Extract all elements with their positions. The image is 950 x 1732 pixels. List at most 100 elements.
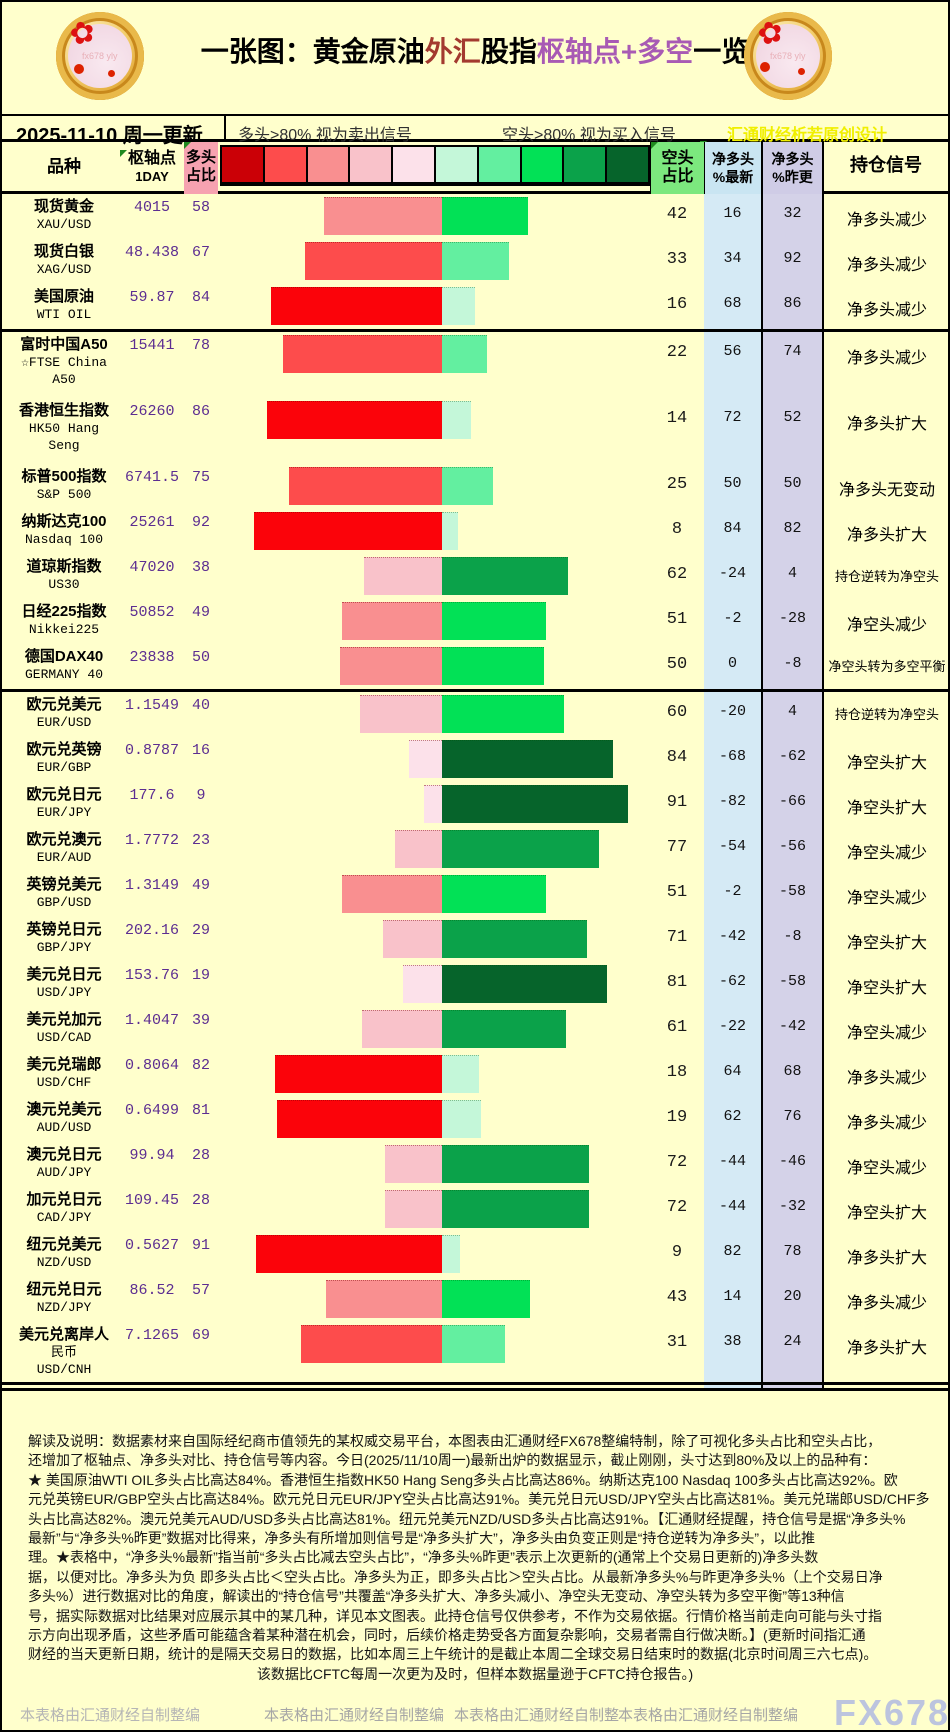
instrument-name-cell: 纽元兑日元 NZD/JPY [8, 1280, 120, 1316]
short-pct-value: 8 [671, 520, 683, 539]
instrument-name-cn: 澳元兑美元 [26, 1101, 102, 1118]
long-short-bar [220, 197, 650, 235]
instrument-name-cn: 道琼斯指数 [26, 558, 102, 575]
instrument-name-cell: 美元兑瑞郎 USD/CHF [8, 1055, 120, 1091]
instrument-name-cn: 欧元兑英镑 [26, 741, 102, 758]
short-pct-value: 61 [666, 1018, 688, 1037]
long-pct-value: 40 [191, 697, 210, 714]
table-row: 欧元兑美元 EUR/USD 1.1549 40 60 -20 4 持仓逆转为净空头 [2, 692, 948, 737]
net-long-latest-cell: 56 [704, 332, 761, 398]
col-header-short-pct: 空头 占比 [650, 142, 704, 194]
col-header-net-new-l2: %最新 [712, 169, 754, 185]
net-long-previous-value: -56 [778, 838, 806, 855]
net-long-latest-value: 16 [723, 205, 742, 222]
table-row: 香港恒生指数 HK50 Hang Seng 26260 86 14 72 52 净多头扩大 [2, 398, 948, 464]
net-long-latest-cell: 82 [704, 1232, 761, 1277]
coin-dot [760, 62, 770, 72]
instrument-code: USD/CNH [36, 1362, 92, 1377]
net-long-previous-cell: 82 [761, 509, 822, 554]
bottom-strip: 本表格由汇通财经自制整编 本表格由汇通财经自制整编 本表格由汇通财经自制整 本表… [2, 1692, 948, 1730]
short-bar-segment [442, 1235, 460, 1273]
instrument-name-cn: 纽元兑日元 [26, 1281, 102, 1298]
position-signal-cell: 持仓逆转为净空头 [822, 692, 948, 737]
long-bar-segment [364, 557, 442, 595]
instrument-code: Nikkei225 [28, 622, 100, 637]
instrument-name-cell: 加元兑日元 CAD/JPY [8, 1190, 120, 1226]
long-bar-segment [385, 1145, 442, 1183]
table-header: 品种 枢轴点 1DAY 多头 占比 空头 占比 净多头 %最新 净多头 %昨更 … [2, 142, 948, 194]
long-pct-value: 57 [191, 1282, 210, 1299]
long-bar-segment [360, 695, 442, 733]
net-long-latest-cell: -44 [704, 1187, 761, 1232]
long-short-bar [220, 965, 650, 1003]
instrument-name-cn: 欧元兑日元 [26, 786, 102, 803]
long-short-bar [220, 1325, 650, 1363]
short-pct-value: 31 [666, 1333, 688, 1352]
short-pct-value: 50 [666, 655, 688, 674]
pivot-value: 23838 [129, 649, 175, 666]
long-bar-segment [277, 1100, 442, 1138]
pivot-value: 1.4047 [124, 1012, 179, 1029]
explanation-line: 据，以便对比。净多头为负 即多头占比＜空头占比。净多头为正，即多头占比＞空头占比… [28, 1568, 883, 1585]
position-signal-text: 净多头扩大 [846, 1250, 927, 1267]
pivot-value: 153.76 [124, 967, 179, 984]
short-pct-value: 43 [666, 1288, 688, 1307]
table-row: 欧元兑澳元 EUR/AUD 1.7772 23 77 -54 -56 净空头减少 [2, 827, 948, 872]
instrument-name-cn: 美元兑离岸人 [18, 1326, 109, 1343]
table-row: 富时中国A50 ☆FTSE China A50 15441 78 22 56 74 净多头减少 [2, 332, 948, 398]
position-signal-text: 净空头减少 [846, 617, 927, 634]
net-long-latest-value: -20 [718, 703, 746, 720]
title-segment: 外汇 [424, 36, 481, 67]
net-long-previous-cell: 32 [761, 194, 822, 239]
net-long-previous-cell: 86 [761, 284, 822, 329]
position-signal-text: 净空头扩大 [846, 1205, 927, 1222]
net-long-previous-cell: -28 [761, 599, 822, 644]
position-signal-cell: 持仓逆转为净空头 [822, 554, 948, 599]
instrument-name-cell: 富时中国A50 ☆FTSE China A50 [8, 335, 120, 388]
long-pct-value: 29 [191, 922, 210, 939]
scale-swatch [519, 147, 563, 182]
instrument-name-cn: 德国DAX40 [24, 648, 104, 665]
net-long-previous-value: 24 [783, 1333, 802, 1350]
explanation-line: 多头%）进行数据对比的角度，解读出的“持仓信号”共覆盖“净多头扩大、净多头减小、… [28, 1588, 845, 1605]
instrument-code: USD/CHF [36, 1075, 92, 1090]
net-long-previous-value: 86 [783, 295, 802, 312]
pivot-value: 202.16 [124, 922, 179, 939]
pivot-value: 0.6499 [124, 1102, 179, 1119]
position-signal-text: 净空头扩大 [846, 755, 927, 772]
short-pct-value: 51 [666, 883, 688, 902]
pivot-value: 25261 [129, 514, 175, 531]
explanation-line: 元兑英镑EUR/GBP空头占比高达84%。欧元兑日元EUR/JPY空头占比高达9… [28, 1491, 930, 1508]
long-pct-value: 9 [196, 787, 206, 804]
position-signal-text: 净多头无变动 [838, 482, 935, 499]
net-long-latest-cell: 38 [704, 1322, 761, 1388]
long-pct-value: 69 [191, 1327, 210, 1344]
long-bar-segment [324, 197, 442, 235]
short-bar-segment [442, 695, 564, 733]
col-header-long-l1: 多头 [185, 149, 216, 166]
long-pct-value: 50 [191, 649, 210, 666]
net-long-previous-cell: -66 [761, 782, 822, 827]
divider [224, 116, 226, 139]
long-pct-value: 16 [191, 742, 210, 759]
instrument-name-cell: 澳元兑日元 AUD/JPY [8, 1145, 120, 1181]
instrument-code: GBP/USD [36, 895, 92, 910]
net-long-latest-value: -2 [723, 610, 742, 627]
short-bar-segment [442, 1145, 589, 1183]
instrument-name-cell: 纽元兑美元 NZD/USD [8, 1235, 120, 1271]
instrument-name-cell: 美元兑日元 USD/JPY [8, 965, 120, 1001]
long-bar-segment [301, 1325, 442, 1363]
net-long-latest-cell: 64 [704, 1052, 761, 1097]
short-bar-segment [442, 467, 493, 505]
net-long-latest-value: 68 [723, 295, 742, 312]
net-long-previous-cell: -8 [761, 917, 822, 962]
instrument-name-cn: 加元兑日元 [26, 1191, 102, 1208]
instrument-name-cell: 道琼斯指数 US30 [8, 557, 120, 593]
scale-swatch [391, 147, 434, 182]
long-short-bar [220, 557, 650, 595]
page-title: 一张图：黄金原油外汇股指枢轴点+多空一览 [2, 30, 948, 70]
short-bar-segment [442, 1100, 481, 1138]
table-row: 英镑兑美元 GBP/USD 1.3149 49 51 -2 -58 净空头减少 [2, 872, 948, 917]
scale-swatch [222, 147, 263, 182]
net-long-latest-cell: 68 [704, 284, 761, 329]
